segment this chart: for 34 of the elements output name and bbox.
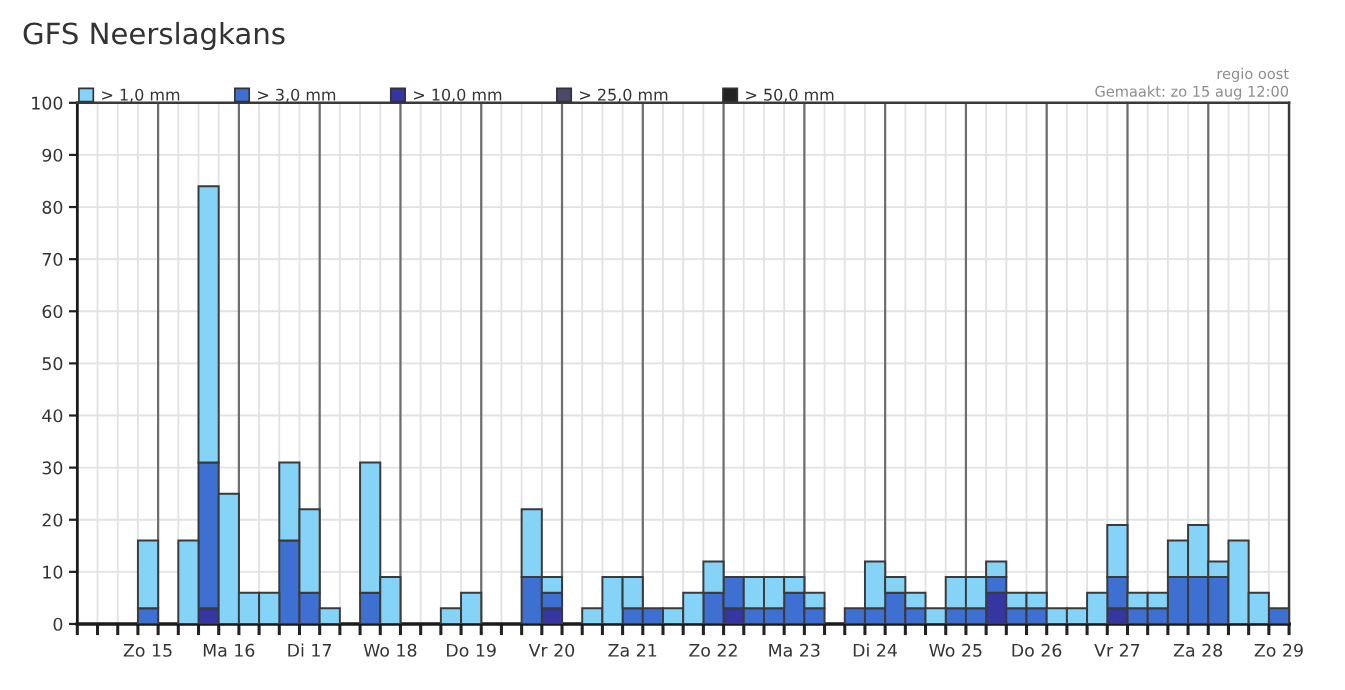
text: Gemaakt: zo 15 aug 12:00 [1095, 85, 1289, 100]
x-tick-label: Do 19 [447, 643, 496, 657]
legend-label: > 1,0 mm [102, 88, 180, 103]
y-tick-label: 50 [42, 357, 63, 371]
y-tick-label: 40 [42, 409, 63, 423]
x-tick-label: Di 17 [288, 643, 331, 657]
y-tick-label: 90 [42, 148, 63, 162]
x-tick-label: Vr 20 [528, 643, 575, 657]
y-tick-label: 70 [42, 252, 63, 266]
text: regio oost [1217, 67, 1289, 82]
x-tick-label: Wo 25 [929, 643, 982, 657]
x-tick-label: Zo 29 [1254, 643, 1303, 657]
legend-label: > 25,0 mm [580, 88, 668, 103]
y-tick-label: 30 [42, 461, 63, 475]
chart-title: GFS Neerslagkans [23, 21, 285, 51]
y-tick-label: 100 [32, 96, 63, 110]
x-tick-label: Do 26 [1012, 643, 1062, 657]
x-tick-label: Zo 22 [689, 643, 737, 657]
x-tick-label: Vr 27 [1094, 643, 1140, 657]
x-tick-label: Wo 18 [363, 643, 417, 657]
x-tick-label: Zo 15 [123, 643, 172, 657]
x-tick-label: Ma 16 [203, 643, 255, 657]
y-tick-label: 60 [42, 304, 63, 319]
x-tick-label: Za 21 [608, 643, 657, 657]
legend-label: > 50,0 mm [746, 88, 834, 103]
x-tick-label: Za 28 [1173, 643, 1223, 657]
y-tick-label: 10 [43, 565, 63, 579]
x-tick-label: Di 24 [853, 643, 897, 657]
y-tick-label: 20 [42, 513, 63, 527]
legend-label: > 3,0 mm [258, 88, 336, 103]
x-tick-label: Ma 23 [769, 643, 820, 657]
y-tick-label: 0 [53, 617, 63, 631]
legend-label: > 10,0 mm [414, 88, 502, 103]
y-tick-label: 80 [42, 200, 63, 214]
